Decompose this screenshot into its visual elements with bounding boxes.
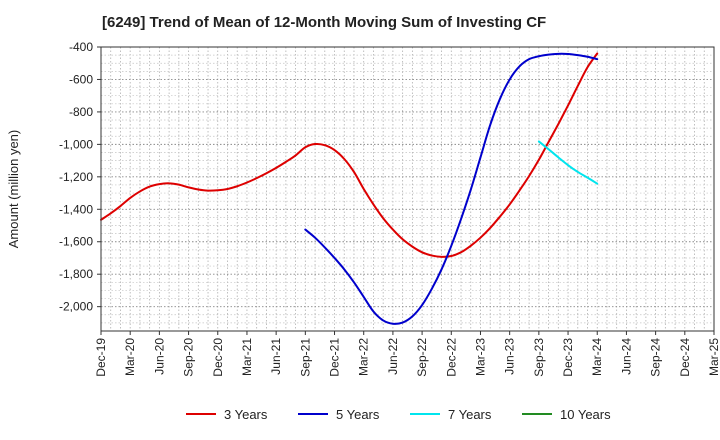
series-line-5-years	[304, 52, 599, 325]
series-line-7-years	[537, 140, 599, 185]
x-tick-label: Jun-23	[503, 338, 517, 375]
x-tick-label: Mar-24	[590, 338, 604, 376]
x-tick-label: Dec-19	[94, 338, 108, 377]
y-tick-label: -1,200	[59, 170, 93, 184]
y-tick-label: -1,400	[59, 202, 93, 216]
x-tick-label: Sep-23	[532, 338, 546, 377]
x-tick-label: Dec-24	[678, 338, 692, 377]
y-tick-label: -600	[69, 72, 93, 86]
x-axis: Dec-19 Mar-20 Jun-20 Sep-20 Dec-20 Mar-21 Jun-…	[94, 331, 720, 377]
legend-label-10-years: 10 Years	[560, 407, 611, 422]
x-tick-label: Mar-21	[240, 338, 254, 376]
series-line-3-years	[100, 52, 599, 258]
y-tick-label: -1,800	[59, 267, 93, 281]
legend: 3 Years 5 Years 7 Years 10 Years	[186, 407, 611, 422]
y-tick-label: -1,000	[59, 137, 93, 151]
y-axis-title: Amount (million yen)	[6, 130, 21, 249]
x-tick-label: Sep-22	[415, 338, 429, 377]
x-tick-label: Jun-20	[152, 338, 166, 375]
series-layer	[100, 52, 599, 325]
y-tick-label: -400	[69, 40, 93, 54]
y-tick-label: -800	[69, 105, 93, 119]
plot-frame	[100, 46, 715, 332]
x-tick-label: Jun-21	[269, 338, 283, 375]
x-tick-label: Dec-22	[444, 338, 458, 377]
x-tick-label: Sep-24	[649, 338, 663, 377]
legend-label-5-years: 5 Years	[336, 407, 380, 422]
legend-label-3-years: 3 Years	[224, 407, 268, 422]
x-tick-label: Jun-24	[619, 338, 633, 375]
y-tick-label: -2,000	[59, 300, 93, 314]
x-tick-label: Mar-23	[473, 338, 487, 376]
x-tick-label: Mar-20	[123, 338, 137, 376]
x-tick-label: Sep-20	[182, 338, 196, 377]
plot-area	[101, 47, 714, 331]
x-tick-label: Mar-25	[707, 338, 720, 376]
x-tick-label: Dec-21	[328, 338, 342, 377]
y-tick-label: -1,600	[59, 235, 93, 249]
chart-title: [6249] Trend of Mean of 12-Month Moving …	[102, 14, 547, 31]
x-tick-label: Jun-22	[386, 338, 400, 375]
legend-label-7-years: 7 Years	[448, 407, 492, 422]
y-axis: -400 -600 -800 -1,000 -1,200 -1,400 -1,600 -1,8…	[59, 40, 101, 314]
x-tick-label: Dec-23	[561, 338, 575, 377]
x-tick-label: Mar-22	[357, 338, 371, 376]
x-tick-label: Dec-20	[211, 338, 225, 377]
x-tick-label: Sep-21	[298, 338, 312, 377]
